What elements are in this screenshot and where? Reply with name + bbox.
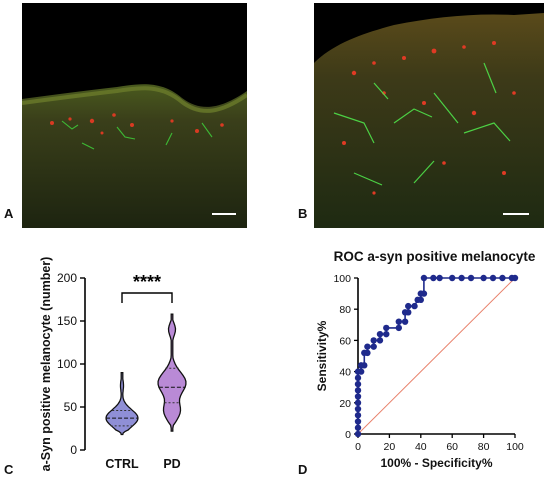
y-tick-label: 100 xyxy=(57,357,77,371)
roc-point xyxy=(383,325,389,331)
roc-point xyxy=(436,275,442,281)
y-tick-label: 80 xyxy=(339,304,351,316)
scale-bar-a xyxy=(212,213,236,215)
y-tick-label: 200 xyxy=(57,271,77,285)
reference-line xyxy=(358,278,515,434)
roc-point xyxy=(355,387,361,393)
y-tick-label: 100 xyxy=(333,273,351,285)
panel-label-d: D xyxy=(298,462,307,477)
roc-chart: ROC a-syn positive melanocyte 0 20 40 60 80 10… xyxy=(270,231,550,481)
roc-point xyxy=(405,309,411,315)
roc-point xyxy=(421,290,427,296)
roc-point xyxy=(458,275,464,281)
violin-pd xyxy=(158,314,186,431)
roc-point xyxy=(364,350,370,356)
roc-point xyxy=(361,362,367,368)
roc-point xyxy=(499,275,505,281)
y-tick-label: 50 xyxy=(64,400,78,414)
roc-point xyxy=(430,275,436,281)
roc-point xyxy=(396,325,402,331)
roc-point xyxy=(355,375,361,381)
y-tick-label: 150 xyxy=(57,314,77,328)
y-tick-label: 0 xyxy=(70,443,77,457)
significance-stars: **** xyxy=(133,272,161,292)
roc-point xyxy=(355,425,361,431)
roc-point xyxy=(355,418,361,424)
roc-point xyxy=(371,343,377,349)
roc-point xyxy=(405,303,411,309)
micrograph-panel-a xyxy=(22,3,247,228)
roc-point xyxy=(355,381,361,387)
y-axis-label: a-Syn positive melanocyte (number) xyxy=(39,257,53,472)
x-tick-label: 20 xyxy=(384,441,396,453)
roc-point xyxy=(355,400,361,406)
roc-point xyxy=(402,318,408,324)
roc-point xyxy=(418,297,424,303)
roc-point xyxy=(411,303,417,309)
roc-point xyxy=(355,412,361,418)
roc-point xyxy=(421,275,427,281)
x-tick-label: 0 xyxy=(355,441,361,453)
x-tick-label: 60 xyxy=(446,441,458,453)
x-tick-label: 40 xyxy=(415,441,427,453)
roc-point xyxy=(371,337,377,343)
y-tick-label: 60 xyxy=(339,335,351,347)
roc-point xyxy=(396,318,402,324)
x-axis-label: 100% - Specificity% xyxy=(380,456,492,470)
x-category-label: CTRL xyxy=(105,457,139,471)
panel-label-b: B xyxy=(298,206,307,221)
violin-chart: 0 50 100 150 200 a-Syn positive melanocyte (n… xyxy=(0,231,270,481)
roc-point xyxy=(355,431,361,437)
significance-bracket xyxy=(122,293,172,303)
roc-point xyxy=(449,275,455,281)
roc-point xyxy=(377,337,383,343)
roc-point xyxy=(512,275,518,281)
roc-point xyxy=(355,406,361,412)
x-category-label: PD xyxy=(163,457,180,471)
roc-point xyxy=(355,393,361,399)
chart-title: ROC a-syn positive melanocyte xyxy=(334,249,536,264)
y-axis-label: Sensitivity% xyxy=(315,320,329,391)
roc-point xyxy=(358,368,364,374)
micrograph-panel-b xyxy=(314,3,544,228)
x-tick-label: 100 xyxy=(506,441,524,453)
roc-point xyxy=(468,275,474,281)
roc-point xyxy=(377,331,383,337)
panel-label-c: C xyxy=(4,462,13,477)
panel-label-a: A xyxy=(4,206,13,221)
roc-point xyxy=(364,343,370,349)
roc-point xyxy=(480,275,486,281)
y-tick-label: 0 xyxy=(345,429,351,441)
scale-bar-b xyxy=(503,213,529,215)
roc-point xyxy=(490,275,496,281)
violin-ctrl xyxy=(106,373,138,435)
y-tick-label: 20 xyxy=(339,398,351,410)
y-tick-label: 40 xyxy=(339,367,351,379)
roc-point xyxy=(383,331,389,337)
x-tick-label: 80 xyxy=(478,441,490,453)
